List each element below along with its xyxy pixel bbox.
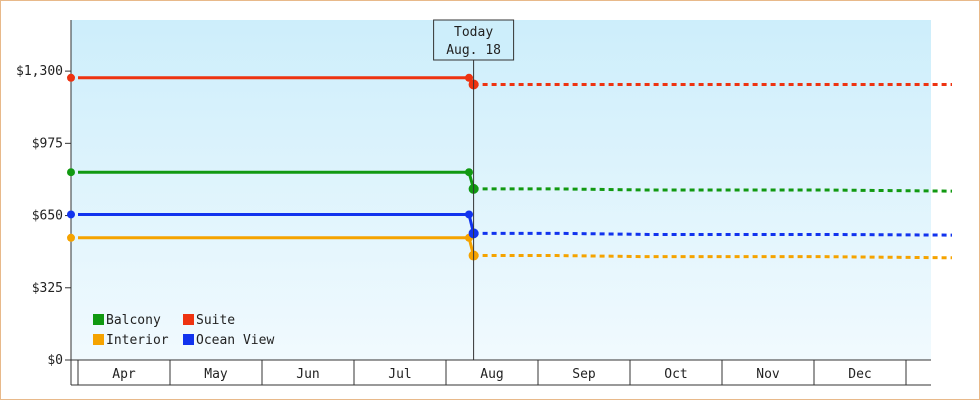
x-tick-label: Aug (480, 367, 503, 382)
y-tick-label: $0 (47, 353, 63, 368)
x-tick-label: Apr (112, 367, 136, 382)
today-label: Today (454, 25, 493, 40)
data-point (67, 210, 75, 219)
x-tick-label: Jul (388, 367, 411, 382)
x-tick-label: Oct (664, 367, 687, 382)
legend-label: Suite (196, 313, 235, 328)
legend-swatch (183, 334, 194, 345)
x-tick-label: Nov (756, 367, 780, 382)
today-date: Aug. 18 (446, 43, 501, 58)
x-tick-label: Dec (848, 367, 871, 382)
data-point (67, 73, 75, 82)
x-tick-label: Sep (572, 367, 596, 382)
legend-swatch (93, 334, 104, 345)
series-forecast-line (473, 231, 953, 237)
y-tick-label: $650 (32, 209, 63, 224)
data-point (67, 168, 75, 177)
series-forecast-line (473, 187, 953, 193)
y-tick-label: $325 (32, 281, 63, 296)
x-tick-label: May (204, 367, 228, 382)
data-point (465, 168, 473, 177)
y-tick-label: $1,300 (16, 64, 63, 79)
data-point (67, 233, 75, 242)
series-forecast-line (473, 254, 953, 260)
legend-label: Interior (106, 333, 169, 348)
legend-label: Balcony (106, 313, 161, 328)
data-point (465, 210, 473, 219)
today-box (433, 19, 515, 61)
y-tick-label: $975 (32, 136, 63, 151)
legend-swatch (183, 314, 194, 325)
legend-swatch (93, 314, 104, 325)
x-tick-label: Jun (296, 367, 319, 382)
data-point (465, 73, 473, 82)
legend-label: Ocean View (196, 333, 274, 348)
